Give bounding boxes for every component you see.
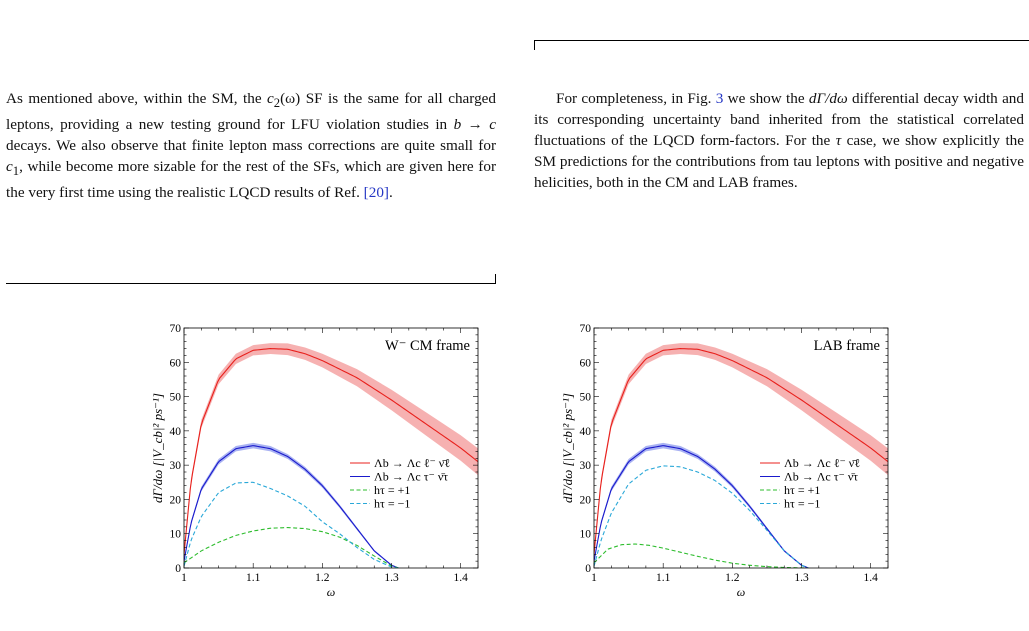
x-axis-label: ω [737,585,745,599]
y-tick-label: 70 [170,323,182,335]
math-c: c [6,158,13,176]
frame-label: LAB frame [814,338,880,354]
text-run: , while become more sizable for the rest… [6,158,496,202]
x-tick-label: 1 [181,572,187,584]
series-line-3 [594,465,809,568]
x-tick-label: 1.4 [454,572,469,584]
x-tick-label: 1.1 [656,572,671,584]
y-tick-label: 60 [580,357,592,369]
math-dgamma-domega: dΓ/dω [808,90,848,107]
series-line-1 [594,445,809,568]
y-tick-label: 60 [170,357,182,369]
left-column: As mentioned above, within the SM, the c… [6,88,496,203]
series-line-0 [184,348,478,555]
y-tick-label: 30 [170,460,182,472]
uncertainty-band-1 [184,442,399,568]
y-tick-label: 10 [580,529,592,541]
legend-label-3: hτ = −1 [784,497,820,511]
y-tick-label: 40 [170,426,182,438]
uncertainty-band-0 [184,343,478,556]
y-tick-label: 20 [580,494,592,506]
y-tick-label: 0 [175,563,181,575]
math-c: c [267,90,274,107]
x-axis-label: ω [327,585,335,599]
x-tick-label: 1 [591,572,597,584]
frame-label: W⁻ CM frame [385,338,470,354]
text-run: . [388,184,393,202]
series-line-0 [594,348,888,555]
y-axis-label: dΓ/dω [|V_cb|² ps⁻¹] [560,393,575,503]
plot-area [184,343,478,568]
text-run: decays. We also observe that finite lept… [6,137,496,155]
x-tick-label: 1.3 [384,572,399,584]
legend-label-0: Λb → Λc ℓ⁻ ν̄ℓ [784,456,860,470]
right-column-top-rule [534,40,1029,41]
left-paragraph: As mentioned above, within the SM, the c… [6,88,496,203]
right-column-top-rule-end [534,40,535,50]
caption-fragment [6,624,1026,631]
plot-cm-frame: 1 1.1 1.2 1.3 1.4 0 10 20 30 40 50 60 70 ω dΓ/dω [|V_c… [150,323,479,599]
text-run: (ω) SF is the same for all charged lepto… [6,90,496,134]
legend-label-2: hτ = +1 [374,483,410,497]
axes-frame [593,327,889,569]
uncertainty-band-0 [594,343,888,556]
series-line-3 [184,481,399,568]
series-line-2 [594,543,809,568]
series-line-1 [184,445,399,568]
plot-lab-frame: 1 1.1 1.2 1.3 1.4 0 10 20 30 40 50 60 70 ω dΓ/dω [|V_c… [560,323,889,599]
y-tick-label: 20 [170,494,182,506]
x-tick-label: 1.1 [246,572,261,584]
uncertainty-band-1 [594,442,809,568]
legend-label-2: hτ = +1 [784,483,820,497]
axes-frame [183,327,479,569]
x-tick-label: 1.2 [315,572,330,584]
series-line-2 [184,527,399,568]
y-tick-label: 0 [585,563,591,575]
x-tick-label: 1.3 [794,572,809,584]
x-tick-label: 1.2 [725,572,740,584]
math-sub: 1 [12,164,20,179]
y-tick-label: 70 [580,323,592,335]
y-axis-label: dΓ/dω [|V_cb|² ps⁻¹] [150,393,165,503]
left-column-bottom-rule-end [495,274,496,284]
figure-link[interactable]: 3 [715,90,724,107]
y-tick-label: 40 [580,426,592,438]
y-tick-label: 10 [170,529,182,541]
math-tau: τ [835,132,842,149]
text-run: case, we show explicitly the SM predicti… [534,132,1024,191]
text-run: differential decay width and its corresp… [534,90,1024,149]
plot-area [594,343,888,568]
y-tick-label: 30 [580,460,592,472]
legend-label-1: Λb → Λc τ⁻ ν̄τ [784,470,858,484]
text-run: As mentioned above, within the SM, the [6,90,268,107]
y-tick-label: 50 [170,392,182,404]
math-b-to-c: b → c [453,116,496,134]
right-column: For completeness, in Fig. 3 we show the … [534,88,1024,193]
text-run: For completeness, in Fig. [556,90,716,107]
right-paragraph: For completeness, in Fig. 3 we show the … [534,88,1024,193]
left-column-bottom-rule [6,283,496,284]
y-tick-label: 50 [580,392,592,404]
legend-label-3: hτ = −1 [374,497,410,511]
x-tick-label: 1.4 [864,572,879,584]
legend-label-1: Λb → Λc τ⁻ ν̄τ [374,470,448,484]
reference-link[interactable]: [20] [363,184,389,202]
legend-label-0: Λb → Λc ℓ⁻ ν̄ℓ [374,456,450,470]
text-run: we show the [723,90,809,107]
math-sub: 2 [273,96,281,111]
